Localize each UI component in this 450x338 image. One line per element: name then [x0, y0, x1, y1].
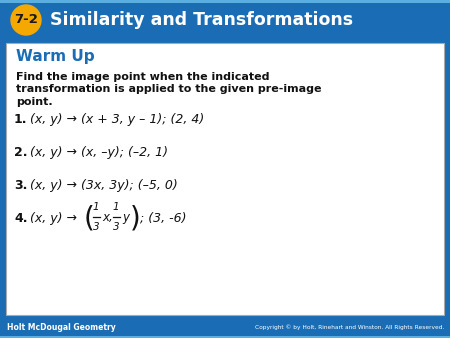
- Text: Find the image point when the indicated: Find the image point when the indicated: [16, 72, 270, 82]
- Text: point.: point.: [16, 97, 53, 107]
- Text: 7-2: 7-2: [14, 13, 38, 26]
- Bar: [0, 0, 450, 40]
- Text: transformation is applied to the given pre-image: transformation is applied to the given p…: [16, 84, 321, 95]
- Text: (x, y) →: (x, y) →: [30, 212, 77, 225]
- Text: 3.: 3.: [14, 179, 27, 192]
- Text: ): ): [130, 204, 141, 233]
- Text: (x, y) → (3x, 3y); (–5, 0): (x, y) → (3x, 3y); (–5, 0): [30, 179, 178, 192]
- Text: y: y: [122, 211, 129, 224]
- Text: x,: x,: [102, 211, 113, 224]
- Text: (: (: [84, 204, 95, 233]
- Text: Similarity and Transformations: Similarity and Transformations: [50, 11, 353, 29]
- Bar: [0, 318, 450, 338]
- Text: (x, y) → (x + 3, y – 1); (2, 4): (x, y) → (x + 3, y – 1); (2, 4): [30, 113, 204, 126]
- Text: ; (3, -6): ; (3, -6): [140, 212, 186, 225]
- Text: 3: 3: [112, 222, 119, 233]
- Bar: [0, 336, 450, 338]
- Text: 3: 3: [93, 222, 99, 233]
- Text: (x, y) → (x, –y); (–2, 1): (x, y) → (x, –y); (–2, 1): [30, 146, 168, 159]
- Circle shape: [11, 5, 41, 35]
- Text: Warm Up: Warm Up: [16, 48, 94, 64]
- Text: 4.: 4.: [14, 212, 27, 225]
- Text: 1: 1: [112, 202, 119, 212]
- Text: Copyright © by Holt, Rinehart and Winston. All Rights Reserved.: Copyright © by Holt, Rinehart and Winsto…: [255, 325, 444, 330]
- Text: Holt McDougal Geometry: Holt McDougal Geometry: [7, 323, 116, 332]
- FancyBboxPatch shape: [6, 43, 444, 315]
- Text: 1: 1: [93, 202, 99, 212]
- Text: 1.: 1.: [14, 113, 27, 126]
- Text: 2.: 2.: [14, 146, 27, 159]
- Bar: [0, 0, 450, 3]
